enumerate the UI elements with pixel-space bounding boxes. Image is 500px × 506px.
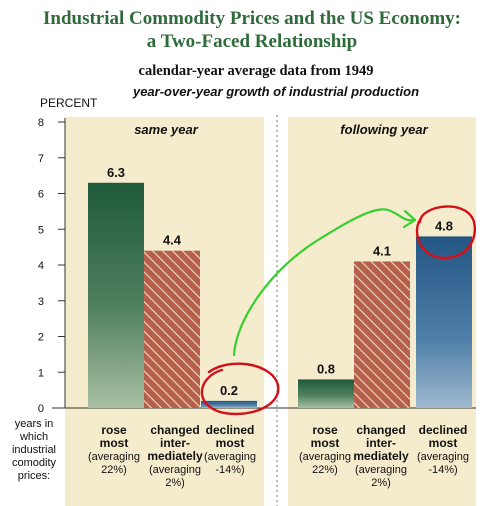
- category-note: 22%): [312, 464, 338, 476]
- bar-value-label: 4.8: [435, 218, 453, 233]
- category-label: most: [216, 436, 245, 450]
- y-tick-label: 0: [38, 403, 44, 415]
- category-label: rose: [101, 423, 127, 437]
- panel-label-same-year: same year: [134, 122, 199, 137]
- bar-0-1: [144, 250, 200, 408]
- row-label-line: which: [19, 431, 48, 443]
- bar-value-label: 0.2: [220, 383, 238, 398]
- bar-value-label: 6.3: [107, 165, 125, 180]
- bar-1-0: [298, 379, 354, 408]
- category-label: most: [311, 436, 340, 450]
- y-tick-label: 7: [38, 153, 44, 165]
- y-tick-label: 5: [38, 224, 44, 236]
- category-note: (averaging: [299, 451, 351, 463]
- category-note: (averaging: [204, 451, 256, 463]
- row-label-line: prices:: [18, 470, 50, 482]
- category-label: inter-: [160, 436, 190, 450]
- category-note: -14%): [428, 464, 457, 476]
- bar-value-label: 4.4: [163, 233, 182, 248]
- category-labels: rosemost(averaging22%)changedinter-media…: [88, 423, 469, 489]
- category-label: most: [100, 436, 129, 450]
- y-tick-label: 1: [38, 367, 44, 379]
- category-note: (averaging: [88, 451, 140, 463]
- red-circle-highlight-low: [200, 362, 280, 416]
- y-tick-label: 3: [38, 296, 44, 308]
- category-label: mediately: [353, 449, 409, 463]
- bar-0-0: [88, 182, 144, 408]
- bars: [88, 182, 472, 408]
- row-label-line: industrial: [12, 444, 56, 456]
- category-note: 2%): [165, 477, 185, 489]
- category-note: 2%): [371, 477, 391, 489]
- row-label-line: years in: [15, 418, 54, 430]
- green-arrowhead: [402, 209, 417, 229]
- y-tick-label: 8: [38, 117, 44, 129]
- y-tick-label: 4: [38, 260, 44, 272]
- y-axis-label: PERCENT: [40, 96, 98, 110]
- chart-subtitle: a Two-Faced Relationship: [147, 31, 357, 52]
- category-note: (averaging: [355, 464, 407, 476]
- category-label: most: [429, 436, 458, 450]
- category-label: inter-: [366, 436, 396, 450]
- bar-value-label: 0.8: [317, 361, 335, 376]
- category-note: (averaging: [149, 464, 201, 476]
- row-label-line: comodity: [12, 457, 57, 469]
- category-label: rose: [312, 423, 338, 437]
- category-label: mediately: [147, 449, 203, 463]
- category-label: declined: [206, 423, 255, 437]
- chart-title: Industrial Commodity Prices and the US E…: [43, 8, 461, 29]
- category-note: 22%): [101, 464, 127, 476]
- y-tick-label: 2: [38, 332, 44, 344]
- category-label: changed: [356, 423, 405, 437]
- bar-1-2: [416, 236, 472, 408]
- panel-label-following-year: following year: [340, 122, 428, 137]
- category-note: -14%): [215, 464, 244, 476]
- y-tick-label: 6: [38, 189, 44, 201]
- bar-labels: 6.3 4.4 0.2 0.8 4.1 4.8: [107, 165, 453, 398]
- bar-1-1: [354, 261, 410, 408]
- chart-measure: year-over-year growth of industrial prod…: [132, 84, 419, 99]
- bar-0-2: [201, 400, 257, 408]
- chart-caption: calendar-year average data from 1949: [139, 63, 374, 79]
- red-circle-highlight-high: [415, 205, 477, 260]
- category-label: declined: [419, 423, 468, 437]
- category-label: changed: [150, 423, 199, 437]
- category-note: (averaging: [417, 451, 469, 463]
- green-arrow-annotation: [232, 208, 416, 357]
- bar-value-label: 4.1: [373, 243, 391, 258]
